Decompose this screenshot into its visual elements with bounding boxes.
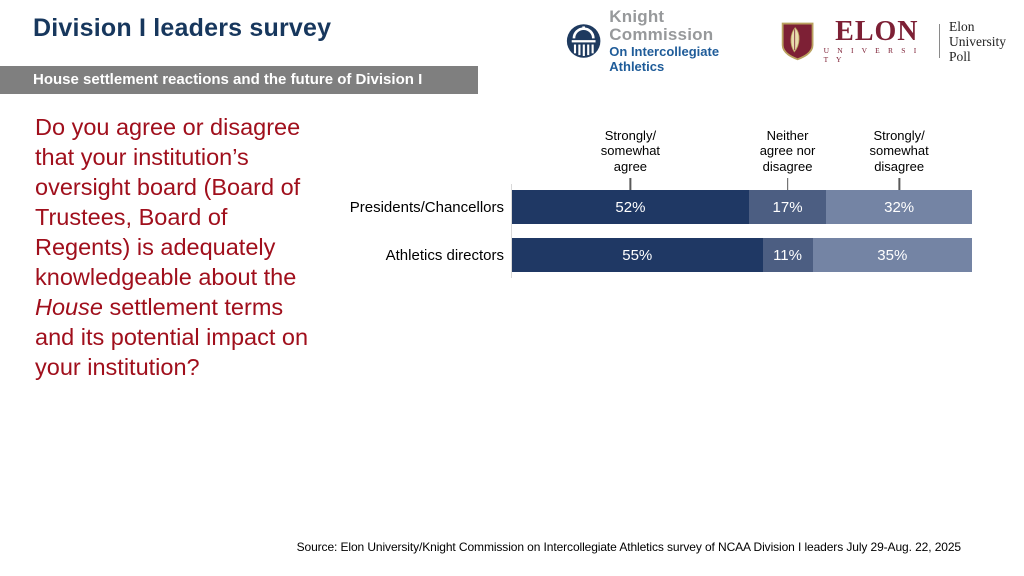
header-tick-mark (786, 178, 789, 190)
source-note: Source: Elon University/Knight Commissio… (296, 540, 962, 554)
chart-column-headers: Strongly/ somewhat agree Neither agree no… (512, 118, 972, 190)
knight-commission-dome-icon (566, 24, 601, 58)
chart-rows: Presidents/Chancellors 52% 17% 32% Athletics… (337, 190, 972, 286)
question-text-pre: Do you agree or disagree that your insti… (35, 114, 301, 290)
bar-segment: 35% (812, 238, 972, 272)
chart-row: Presidents/Chancellors 52% 17% 32% (337, 190, 972, 224)
knight-commission-logo: Knight Commission On Intercollegiate Ath… (566, 8, 757, 74)
elon-poll-line2: Poll (948, 48, 971, 64)
logo-divider (939, 24, 940, 58)
survey-question: Do you agree or disagree that your insti… (35, 112, 323, 382)
elon-university-label: U N I V E R S I T Y (823, 45, 920, 64)
stacked-bar: 52% 17% 32% (512, 190, 972, 224)
bar-segment: 32% (826, 190, 972, 224)
chart-column-header: Neither agree nor disagree (759, 127, 816, 190)
elon-university-poll-logo: ELON U N I V E R S I T Y Elon University… (781, 15, 1024, 64)
stacked-bar: 55% 11% 35% (512, 238, 972, 272)
chart-column-header: Strongly/ somewhat disagree (869, 127, 929, 190)
header-tick-mark (629, 178, 632, 190)
question-text-italic: House (35, 294, 103, 320)
elon-poll-line1: Elon University (948, 18, 1006, 49)
chart-row: Athletics directors 55% 11% 35% (337, 238, 972, 272)
chart-column-header: Strongly/ somewhat agree (600, 127, 661, 190)
axis-line (511, 184, 512, 278)
elon-name: ELON (835, 15, 919, 47)
bar-segment: 11% (762, 238, 813, 272)
knight-commission-name: Knight Commission (609, 7, 714, 44)
question-text-post: settlement terms and its potential impac… (35, 294, 309, 380)
bar-segment: 17% (748, 190, 827, 224)
category-label: Athletics directors (385, 246, 504, 264)
elon-shield-icon (782, 22, 814, 61)
column-header-label: Neither agree nor disagree (759, 127, 816, 174)
knight-commission-subtitle: On Intercollegiate Athletics (609, 44, 720, 74)
column-header-label: Strongly/ somewhat agree (600, 127, 661, 174)
bar-segment: 55% (512, 238, 763, 272)
logo-row: Knight Commission On Intercollegiate Ath… (566, 8, 1024, 74)
section-banner: House settlement reactions and the futur… (0, 66, 478, 94)
page-title: Division I leaders survey (33, 14, 332, 42)
header-tick-mark (898, 178, 900, 190)
bar-segment: 52% (512, 190, 749, 224)
elon-poll-label: Elon University Poll (949, 19, 1024, 64)
column-header-label: Strongly/ somewhat disagree (869, 127, 929, 174)
knight-commission-text: Knight Commission On Intercollegiate Ath… (609, 7, 757, 75)
category-label: Presidents/Chancellors (349, 198, 504, 216)
elon-wordmark: ELON U N I V E R S I T Y (823, 15, 931, 64)
